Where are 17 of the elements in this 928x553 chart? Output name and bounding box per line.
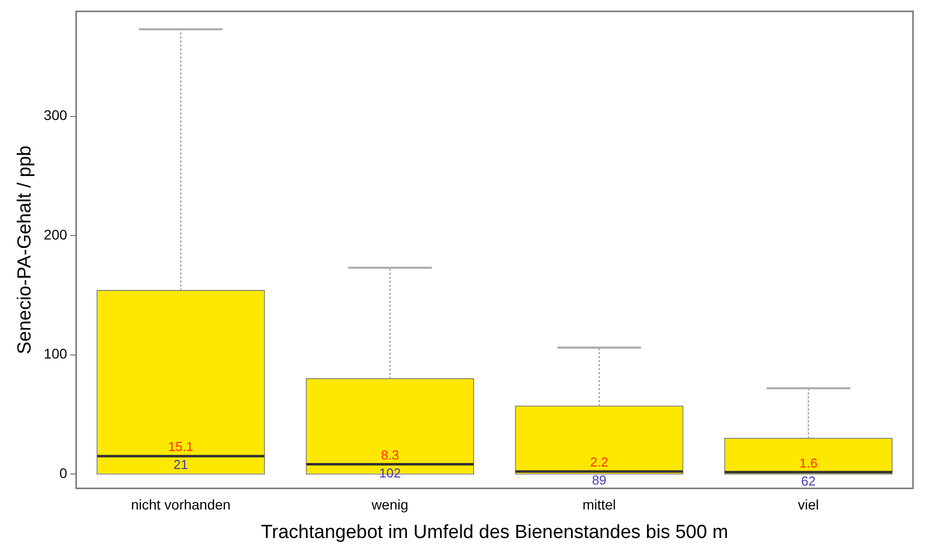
x-tick-label: mittel (582, 496, 616, 513)
x-axis-title: Trachtangebot im Umfeld des Bienenstandes bis 500 m (260, 522, 728, 543)
annotation: 62 (801, 473, 816, 488)
annotation: 2.2 (590, 454, 608, 470)
annotation: 89 (592, 472, 606, 488)
y-tick-label: 300 (44, 107, 68, 124)
y-axis-title: Senecio-PA-Gehalt / ppb (14, 146, 36, 354)
annotation: 21 (174, 457, 188, 472)
y-tick-label: 100 (44, 346, 68, 362)
y-tick-label: 200 (44, 226, 68, 242)
annotation: 15.1 (168, 439, 194, 454)
annotation: 8.3 (380, 447, 400, 462)
x-tick-label: wenig (370, 496, 408, 513)
x-tick-label: viel (798, 496, 819, 513)
x-tick-label: nicht vorhanden (130, 496, 231, 513)
annotation: 1.6 (799, 455, 818, 470)
y-tick-label: 0 (59, 464, 68, 481)
